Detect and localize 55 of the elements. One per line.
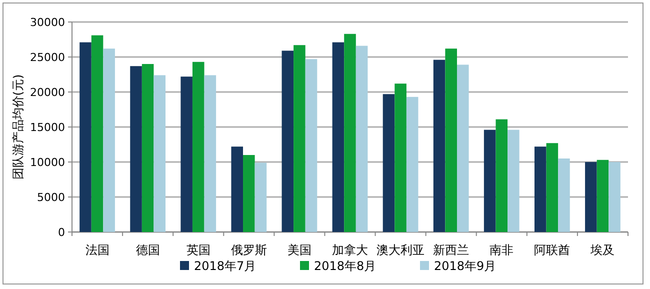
bar xyxy=(608,162,620,232)
legend-label: 2018年9月 xyxy=(434,259,496,273)
bar xyxy=(356,46,368,232)
bar xyxy=(91,35,104,232)
bar xyxy=(154,75,166,232)
bar xyxy=(456,64,469,232)
x-tick-label: 俄罗斯 xyxy=(230,243,267,257)
y-tick-label: 10000 xyxy=(30,156,65,169)
bar xyxy=(534,146,546,232)
bar xyxy=(130,66,142,232)
x-tick-label: 新西兰 xyxy=(433,243,470,257)
bar xyxy=(344,34,356,232)
bar xyxy=(546,143,558,232)
y-tick-label: 25000 xyxy=(30,51,65,64)
bar xyxy=(80,42,92,232)
bar xyxy=(394,84,406,232)
legend-label: 2018年7月 xyxy=(194,259,256,273)
bar xyxy=(142,64,154,232)
y-tick-label: 30000 xyxy=(30,16,65,29)
bar xyxy=(103,48,115,232)
bar xyxy=(585,162,597,232)
x-tick-label: 埃及 xyxy=(590,243,615,257)
y-tick-label: 0 xyxy=(58,226,65,239)
y-tick-label: 5000 xyxy=(37,191,65,204)
bar xyxy=(406,96,418,232)
x-tick-label: 美国 xyxy=(287,243,312,257)
x-tick-label: 澳大利亚 xyxy=(376,243,425,257)
y-axis-title: 团队游产品均价(元) xyxy=(11,74,25,180)
y-tick-label: 20000 xyxy=(30,86,65,99)
bar xyxy=(305,59,318,232)
bar xyxy=(294,45,306,232)
bar xyxy=(484,130,496,232)
bar xyxy=(433,60,446,232)
x-tick-label: 阿联酋 xyxy=(534,243,570,257)
x-tick-label: 法国 xyxy=(85,243,110,257)
x-tick-label: 南非 xyxy=(490,243,514,257)
bar xyxy=(204,75,216,232)
x-tick-label: 德国 xyxy=(136,243,160,257)
bar xyxy=(243,155,255,232)
x-tick-label: 英国 xyxy=(186,243,210,257)
bar xyxy=(282,50,294,232)
bar xyxy=(508,130,520,232)
bar xyxy=(180,76,192,232)
bar xyxy=(254,162,267,232)
bar xyxy=(231,146,244,232)
bar xyxy=(496,119,508,232)
y-tick-label: 15000 xyxy=(30,121,65,134)
bar xyxy=(445,48,457,232)
bar xyxy=(332,42,344,232)
bar xyxy=(558,158,570,232)
legend-label: 2018年8月 xyxy=(314,259,376,273)
bar xyxy=(382,94,395,232)
x-tick-label: 加拿大 xyxy=(332,243,368,257)
bar xyxy=(596,160,609,232)
bar xyxy=(192,62,204,232)
